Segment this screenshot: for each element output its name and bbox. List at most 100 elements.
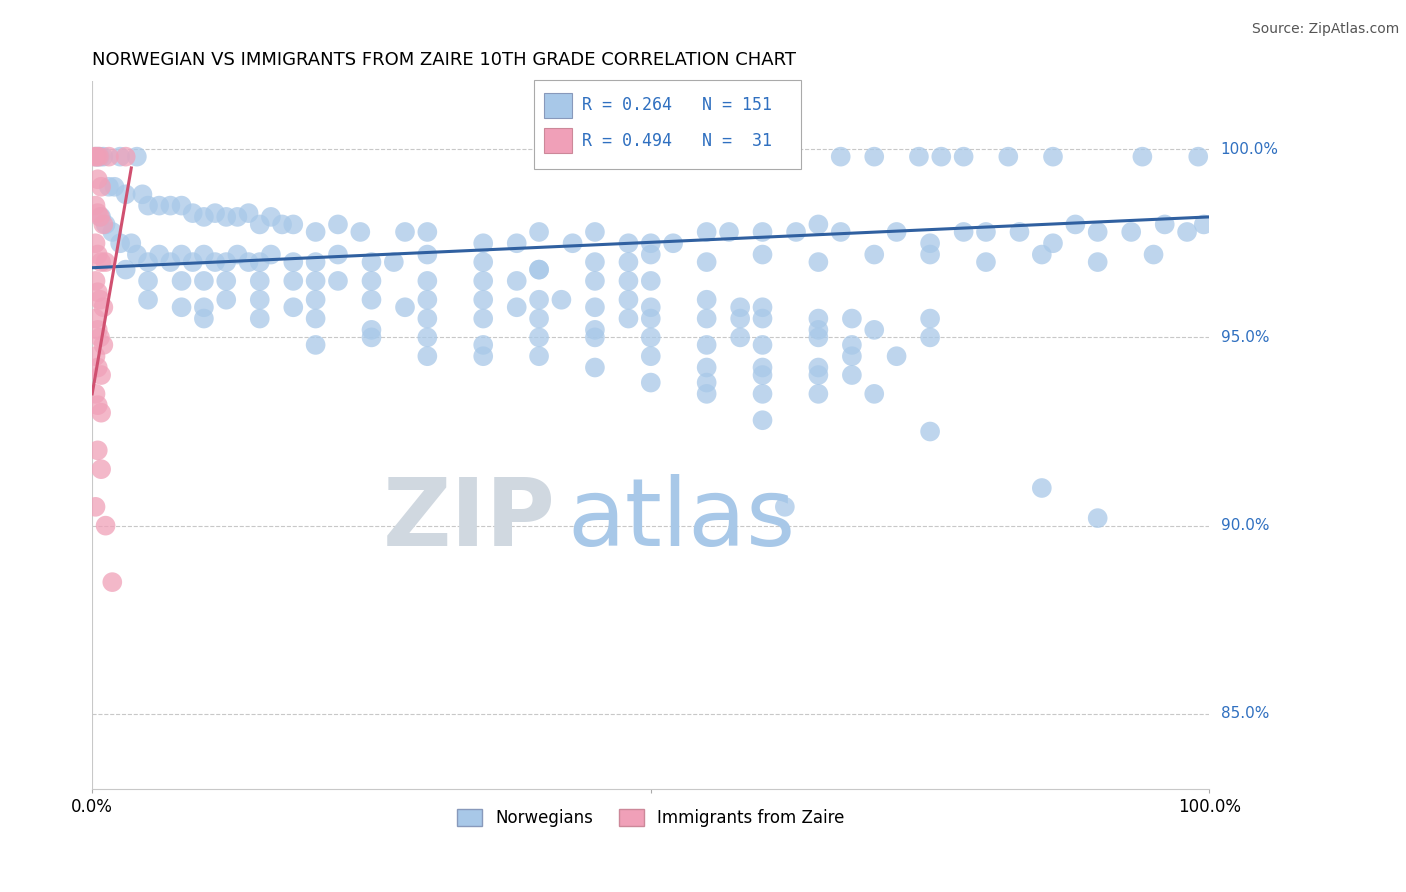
Point [360,255,382,269]
Point [527,349,550,363]
Text: 95.0%: 95.0% [1220,330,1270,345]
Point [640,330,662,344]
Point [696,387,718,401]
Point [114,150,136,164]
Point [640,349,662,363]
Point [86,150,108,164]
Point [527,262,550,277]
Point [696,293,718,307]
Point [360,274,382,288]
Point [696,150,718,164]
Point [640,311,662,326]
Point [617,311,640,326]
Point [617,274,640,288]
Point [1042,150,1064,164]
Point [416,311,439,326]
Point [952,150,974,164]
Point [108,150,131,164]
Point [87,150,110,164]
Point [249,293,271,307]
Point [920,247,942,261]
Point [94,518,117,533]
Point [662,236,685,251]
Point [1087,225,1109,239]
Legend: Norwegians, Immigrants from Zaire: Norwegians, Immigrants from Zaire [451,803,851,834]
Point [974,255,997,269]
Point [193,210,215,224]
Point [863,150,886,164]
Point [472,236,495,251]
Point [93,150,115,164]
Point [93,300,115,314]
Point [304,225,326,239]
Point [807,323,830,337]
Point [1175,225,1198,239]
Point [696,376,718,390]
Point [93,338,115,352]
Point [215,293,238,307]
Point [215,210,238,224]
Point [304,255,326,269]
Point [506,274,529,288]
Point [93,218,115,232]
Point [84,236,107,251]
Point [696,311,718,326]
Point [89,210,111,224]
Point [204,255,226,269]
Point [283,300,305,314]
Text: NORWEGIAN VS IMMIGRANTS FROM ZAIRE 10TH GRADE CORRELATION CHART: NORWEGIAN VS IMMIGRANTS FROM ZAIRE 10TH … [93,51,796,69]
Point [807,368,830,382]
Point [1064,218,1087,232]
Point [360,293,382,307]
Point [215,274,238,288]
Point [583,330,606,344]
Point [148,247,170,261]
Point [148,198,170,212]
Point [89,330,111,344]
Point [751,300,773,314]
Point [87,285,110,300]
Point [84,387,107,401]
Point [193,311,215,326]
Point [249,311,271,326]
Point [84,349,107,363]
Point [84,150,107,164]
Point [360,330,382,344]
Point [751,311,773,326]
Point [87,247,110,261]
Point [583,323,606,337]
Point [120,236,142,251]
Point [87,323,110,337]
Point [1031,247,1053,261]
Point [640,376,662,390]
Point [640,274,662,288]
Point [920,236,942,251]
Point [326,274,349,288]
Point [841,338,863,352]
Point [506,236,529,251]
Point [696,360,718,375]
Point [1142,247,1164,261]
Text: 85.0%: 85.0% [1220,706,1268,722]
Point [90,255,112,269]
Point [472,338,495,352]
Point [249,255,271,269]
Point [751,387,773,401]
Point [181,206,204,220]
Point [238,255,260,269]
Point [84,198,107,212]
Point [583,255,606,269]
Point [136,255,159,269]
Point [283,274,305,288]
Point [204,206,226,220]
Point [561,236,583,251]
Point [394,300,416,314]
Point [886,225,908,239]
Point [908,150,931,164]
Point [830,225,852,239]
Point [260,210,283,224]
Point [416,247,439,261]
Point [136,293,159,307]
Point [773,500,796,514]
Point [841,368,863,382]
